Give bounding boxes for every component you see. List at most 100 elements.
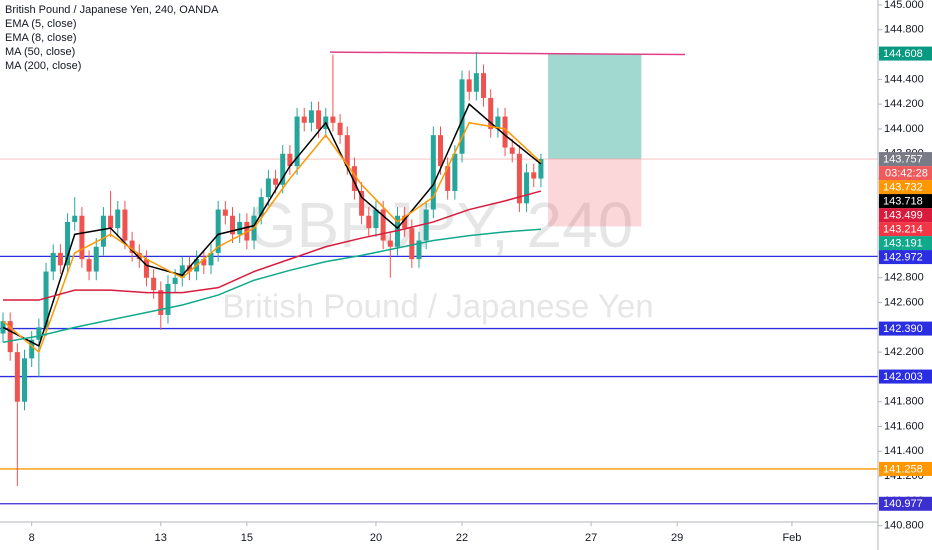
candle-body: [115, 209, 121, 229]
candle-body: [294, 116, 300, 167]
watermark: GBPJPY, 240: [247, 189, 634, 261]
candle-body: [265, 178, 271, 198]
candle-body: [93, 246, 99, 272]
candle-body: [158, 290, 164, 315]
candle-body: [416, 240, 422, 260]
price-tag: [879, 321, 932, 336]
candle-body: [481, 73, 487, 98]
candle-body: [509, 147, 515, 154]
candle-body: [495, 116, 501, 129]
candle-body: [366, 215, 372, 229]
price-tag: [879, 496, 932, 511]
price-tag: [879, 152, 932, 167]
legend-entry: MA (200, close): [5, 60, 81, 72]
price-tag-label: 143.757: [883, 153, 923, 165]
candle-body: [36, 327, 42, 340]
candle-body: [287, 153, 293, 167]
candle-body: [143, 259, 149, 278]
y-tick-label: 142.200: [884, 346, 924, 358]
candle-body: [201, 259, 207, 266]
candle-body: [409, 228, 415, 260]
candle-body: [459, 79, 465, 154]
price-tag-label: 141.258: [883, 463, 923, 475]
y-tick-label: 140.800: [884, 520, 924, 532]
candle-body: [538, 159, 544, 179]
candle-body: [7, 321, 13, 353]
candle-body: [29, 339, 35, 359]
candle-body: [237, 221, 243, 235]
plot-area: [0, 51, 878, 505]
y-tick-label: 144.000: [884, 123, 924, 135]
candle-body: [387, 240, 393, 247]
price-tag-label: 142.003: [883, 371, 923, 383]
candle-body: [423, 209, 429, 241]
price-tag: [879, 369, 932, 384]
candle-body: [402, 215, 408, 229]
watermark-subtitle: British Pound / Japanese Yen: [222, 288, 653, 325]
candle-body: [531, 172, 537, 179]
y-tick-label: 145.000: [884, 0, 924, 11]
position-target-zone: [548, 53, 642, 160]
indicator-line: [3, 190, 542, 301]
candle-body: [445, 166, 451, 191]
candle-body: [151, 277, 157, 291]
candle-body: [258, 197, 264, 216]
candle-body: [186, 265, 192, 272]
candle-body: [466, 79, 472, 92]
candle-body: [308, 110, 314, 123]
candle-body: [524, 172, 530, 204]
candle-body: [344, 135, 350, 167]
price-tag-label: 142.972: [883, 251, 923, 263]
candle-body: [373, 209, 379, 229]
price-tag: [879, 180, 932, 195]
price-tag-label: 143.499: [883, 209, 923, 221]
price-tag: [879, 208, 932, 223]
x-tick-label: 29: [671, 532, 683, 544]
candle-body: [136, 252, 142, 260]
candle-body: [57, 252, 63, 266]
candle-body: [330, 116, 336, 123]
price-tag: [879, 236, 932, 251]
candle-body: [473, 73, 479, 92]
candle-body: [516, 153, 522, 204]
candle-body: [359, 190, 365, 216]
candle-body: [14, 352, 20, 402]
price-tag: [879, 194, 932, 209]
candle-body: [108, 215, 114, 229]
candle-body: [502, 116, 508, 148]
candle-body: [488, 97, 494, 129]
y-tick-label: 144.200: [884, 98, 924, 110]
x-tick-label: 22: [456, 532, 468, 544]
legend-entry: EMA (5, close): [5, 18, 77, 30]
y-tick-label: 141.600: [884, 420, 924, 432]
candle-body: [222, 209, 228, 216]
candle-body: [273, 178, 279, 185]
legend-entry: MA (50, close): [5, 46, 75, 58]
legend-entry: EMA (8, close): [5, 32, 77, 44]
candle-body: [43, 271, 49, 328]
candle-body: [437, 135, 444, 167]
candle-body: [72, 215, 78, 222]
candle-body: [351, 166, 357, 191]
candle-body: [129, 240, 135, 253]
y-tick-label: 142.800: [884, 272, 924, 284]
countdown-label: 03:42:28: [885, 167, 928, 179]
indicator-line: [2, 228, 541, 343]
candle-body: [50, 252, 56, 272]
x-tick-label: 15: [241, 532, 253, 544]
countdown-tag: [879, 166, 932, 181]
price-tag-label: 143.191: [883, 237, 923, 249]
candle-body: [65, 221, 71, 266]
y-tick-label: 141.800: [884, 396, 924, 408]
candle-body: [79, 215, 85, 260]
indicator-line: [2, 121, 542, 354]
candle-body: [230, 215, 236, 235]
candle-body: [215, 209, 221, 253]
candle-body: [172, 277, 178, 284]
candle-body: [208, 252, 214, 266]
y-tick-label: 144.800: [884, 24, 924, 36]
y-tick-label: 142.600: [884, 296, 924, 308]
candle-body: [165, 283, 171, 315]
